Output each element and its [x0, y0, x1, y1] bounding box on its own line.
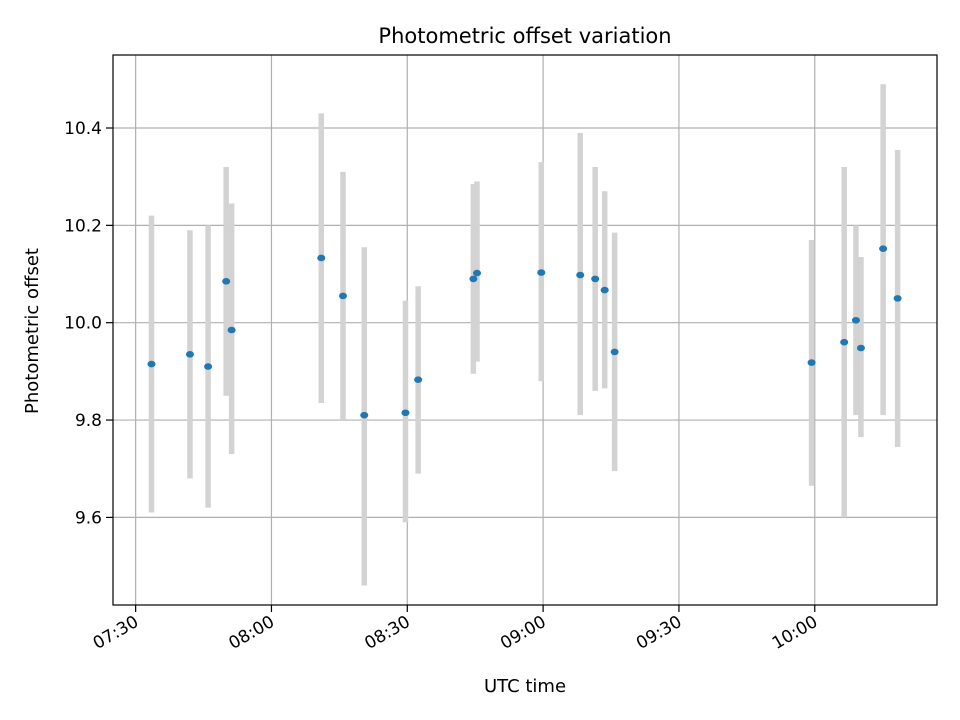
data-point: [537, 269, 546, 276]
y-tick-label: 10.2: [64, 216, 102, 236]
data-point: [222, 278, 231, 285]
y-axis-title: Photometric offset: [22, 248, 43, 414]
data-point: [185, 351, 194, 358]
data-point: [401, 409, 410, 417]
data-point: [360, 411, 369, 419]
data-point: [204, 363, 213, 370]
data-point: [591, 275, 600, 283]
data-point: [469, 275, 478, 283]
data-point: [576, 271, 585, 279]
data-point: [610, 348, 619, 356]
data-point: [147, 360, 156, 368]
data-point: [473, 269, 482, 277]
data-point: [893, 295, 902, 302]
y-tick-label: 10.4: [64, 119, 102, 139]
y-axis-ticks: 9.6 9.8 10.0 10.2 10.4: [64, 119, 113, 528]
data-point: [338, 292, 347, 300]
data-point: [317, 254, 326, 262]
y-tick-label: 9.8: [75, 411, 102, 431]
y-tick-label: 9.6: [75, 508, 102, 528]
chart-title: Photometric offset variation: [378, 24, 671, 48]
data-point: [856, 344, 865, 352]
grid: [113, 55, 937, 605]
data-point: [851, 316, 860, 324]
data-point: [840, 338, 849, 346]
plot-frame: [112, 54, 938, 606]
data-point: [414, 376, 423, 383]
data-point: [600, 286, 609, 294]
data-point: [807, 359, 816, 366]
y-tick-label: 10.0: [64, 314, 102, 334]
data-points: [147, 245, 902, 419]
x-axis-title: UTC time: [484, 676, 566, 697]
data-point: [227, 326, 236, 334]
data-point: [879, 245, 888, 253]
